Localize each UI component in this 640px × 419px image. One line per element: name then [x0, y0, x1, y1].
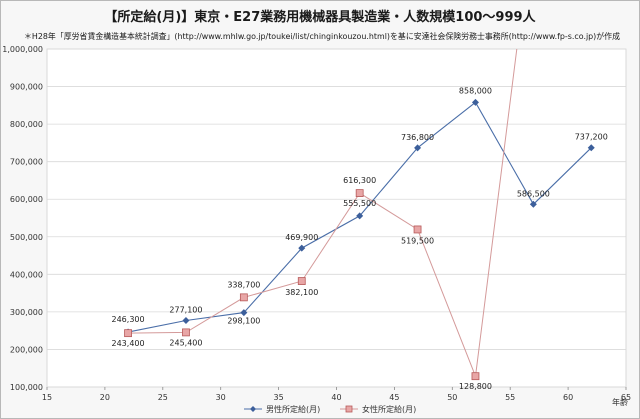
chart-title: 【所定給(月)】東京・E27業務用機械器具製造業・人数規模100～999人 [104, 9, 536, 25]
y-tick-label: 900,000 [10, 83, 43, 92]
data-point-male [414, 144, 422, 152]
data-label: 246,300 [112, 315, 145, 324]
x-tick-label: 65 [621, 393, 631, 402]
data-point-female [239, 293, 248, 302]
data-label: 737,200 [575, 133, 608, 142]
data-point-female [297, 277, 306, 285]
x-tick-label: 25 [158, 393, 168, 402]
data-label: 245,400 [169, 338, 202, 347]
chart-subtitle: ＊H28年「厚労省賃金構造基本統計調査」(http://www.mhlw.go.… [24, 31, 620, 41]
x-tick-label: 45 [389, 393, 399, 402]
plot-area [46, 48, 627, 388]
axes: 100,000 200,000 300,000 400,000 500,000 600,0… [2, 45, 631, 402]
y-tick-label: 300,000 [10, 308, 43, 317]
data-point-female [355, 189, 364, 198]
data-label: 586,500 [517, 189, 550, 198]
data-label: 298,100 [227, 317, 260, 326]
data-label: 858,000 [459, 86, 492, 95]
x-tick-label: 15 [42, 393, 52, 402]
data-point-female [413, 225, 422, 234]
y-tick-label: 600,000 [10, 195, 43, 204]
data-point-male [471, 98, 479, 106]
legend-label: 女性所定給(月) [362, 404, 416, 414]
data-point-female [182, 328, 190, 337]
data-label: 243,400 [112, 339, 145, 348]
legend-marker-female [345, 405, 353, 413]
data-point-male [356, 212, 364, 220]
series-line-female [128, 49, 518, 377]
data-point-female [471, 372, 480, 381]
x-axis-label: 年齢 [612, 397, 628, 407]
data-label: 616,300 [343, 176, 376, 185]
data-label: 736,800 [401, 133, 434, 142]
data-point-male [240, 309, 248, 317]
data-label: 277,100 [169, 305, 202, 314]
y-tick-label: 500,000 [10, 233, 43, 242]
data-label: 555,500 [343, 199, 376, 208]
data-label: 382,100 [285, 288, 318, 297]
y-tick-label: 100,000 [10, 383, 43, 392]
data-point-male [182, 316, 190, 324]
data-point-female [124, 329, 132, 338]
grid [47, 48, 626, 388]
data-labels: 246,300 277,100 298,100 469,900 555,500 736,8… [112, 86, 608, 391]
legend: 男性所定給(月) 女性所定給(月) [244, 404, 416, 414]
x-tick-label: 50 [447, 393, 457, 402]
data-label: 338,700 [227, 280, 260, 289]
data-point-male [587, 144, 595, 152]
legend-marker-male [250, 406, 256, 412]
y-tick-label: 1,000,000 [2, 45, 43, 54]
x-tick-label: 35 [274, 393, 284, 402]
x-tick-label: 40 [331, 393, 341, 402]
legend-label: 男性所定給(月) [266, 404, 320, 414]
data-point-male [298, 244, 306, 252]
x-tick-label: 60 [563, 393, 573, 402]
y-tick-label: 800,000 [10, 120, 43, 129]
y-tick-label: 700,000 [10, 158, 43, 167]
data-point-male [529, 200, 537, 208]
y-tick-label: 200,000 [10, 345, 43, 354]
data-label: 519,500 [401, 236, 434, 245]
data-label: 469,900 [285, 233, 318, 242]
y-tick-label: 400,000 [10, 270, 43, 279]
x-tick-label: 55 [505, 393, 515, 402]
series-layer [124, 49, 595, 381]
data-label: 128,800 [459, 382, 492, 391]
x-tick-label: 20 [100, 393, 110, 402]
x-tick-label: 30 [216, 393, 226, 402]
